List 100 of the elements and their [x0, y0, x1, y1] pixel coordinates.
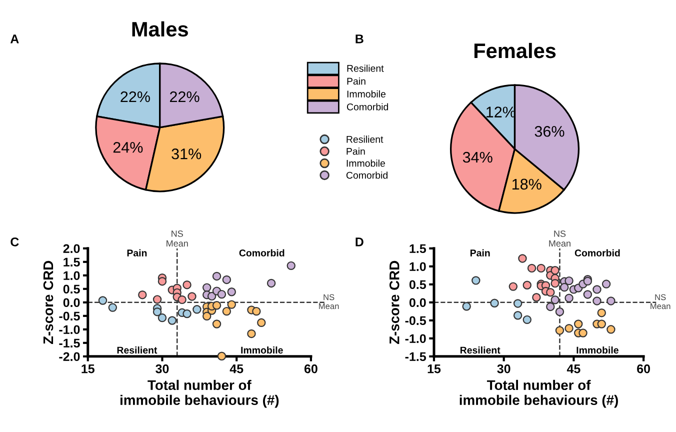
point [202, 283, 212, 292]
x-tick-label: 60 [304, 364, 318, 374]
point [508, 282, 518, 291]
annotation: Resilient [117, 346, 158, 354]
x-axis-title: Total number of immobile behaviours (#) [460, 380, 618, 408]
y-tick-label: 0.0 [409, 298, 426, 308]
point [168, 316, 177, 325]
data-label: 31% [172, 148, 202, 160]
data-label: 24% [113, 142, 143, 153]
legend-label: Resilient [347, 64, 384, 72]
point [583, 290, 592, 299]
x-tick-label: 45 [230, 364, 244, 374]
point [222, 306, 232, 316]
data-label: 22% [120, 91, 150, 102]
text: D [356, 238, 364, 246]
legend-label: Pain [347, 78, 366, 85]
data-label: 36% [534, 126, 564, 137]
legend-label: Comorbid [346, 172, 388, 179]
point [550, 296, 560, 304]
point [574, 320, 583, 328]
point [564, 276, 574, 286]
point [266, 278, 276, 288]
y-tick-label: 1.5 [410, 244, 426, 254]
point [108, 303, 118, 312]
point [522, 315, 532, 324]
point [158, 276, 167, 286]
point [217, 290, 226, 299]
legend-label: Immobile [347, 90, 386, 98]
point [472, 276, 480, 285]
data-label: 22% [170, 91, 200, 102]
data-label: 34% [462, 152, 492, 163]
x-tick-label: 30 [156, 364, 169, 374]
x-tick-label: 30 [497, 364, 510, 374]
text: C [10, 238, 19, 246]
point [212, 301, 222, 310]
point [490, 298, 499, 308]
y-tick-label: -2.0 [59, 352, 80, 362]
point [286, 261, 296, 270]
chart-title: Males [132, 21, 188, 37]
point [247, 329, 256, 338]
point [555, 307, 564, 316]
y-tick-label: 0.0 [63, 298, 80, 308]
y-tick-label: -0.5 [405, 316, 426, 326]
text: A [10, 34, 19, 44]
y-tick-label: 2.0 [63, 244, 80, 254]
point [252, 306, 261, 316]
point [564, 324, 574, 333]
point [550, 266, 560, 275]
point [564, 294, 574, 302]
chart-title: Females [474, 42, 556, 58]
annotation: Comorbid [574, 249, 620, 256]
point [257, 318, 266, 328]
ref-line-label: NS Mean [166, 230, 188, 247]
data-label: 18% [512, 178, 542, 190]
point [217, 352, 226, 360]
point [597, 308, 606, 318]
point [550, 278, 560, 288]
annotation: Pain [470, 249, 490, 256]
point [546, 288, 555, 297]
point [227, 288, 236, 296]
x-axis-title: Total number of immobile behaviours (#) [120, 380, 279, 408]
text: B [356, 34, 364, 44]
x-tick-label: 60 [637, 364, 650, 374]
point [527, 264, 536, 273]
legend-label: Pain [346, 148, 365, 155]
ref-line-label: NS Mean [650, 294, 670, 310]
ref-line-label: NS Mean [549, 230, 570, 247]
legend-label: Comorbid [347, 103, 388, 110]
point [513, 299, 522, 308]
annotation: Resilient [460, 346, 500, 354]
point [592, 285, 602, 294]
point [192, 305, 202, 314]
point [212, 272, 222, 281]
annotation: Immobile [241, 346, 283, 354]
point [152, 295, 162, 304]
point [152, 307, 162, 316]
y-tick-label: -1.5 [405, 352, 426, 362]
y-axis-title: Z-score CRD [389, 260, 400, 344]
point [578, 328, 588, 338]
point [518, 254, 527, 263]
point [212, 320, 222, 328]
point [227, 300, 236, 309]
ref-line-label: NS Mean [319, 294, 339, 310]
point [546, 302, 555, 312]
point [602, 280, 611, 288]
y-tick-label: 1.0 [410, 262, 426, 272]
x-tick-label: 45 [566, 364, 580, 374]
legend-label: Immobile [346, 160, 385, 167]
legend-label: Resilient [346, 136, 384, 143]
point [202, 312, 212, 321]
point [606, 296, 616, 306]
point [188, 292, 196, 301]
point [532, 293, 541, 302]
y-tick-label: 0.5 [63, 284, 80, 294]
point [555, 326, 564, 335]
x-tick-label: 15 [82, 364, 94, 374]
y-axis-title: Z-score CRD [43, 260, 54, 344]
point [597, 320, 606, 328]
y-tick-label: 1.0 [64, 271, 80, 280]
y-tick-label: 0.5 [409, 280, 426, 290]
